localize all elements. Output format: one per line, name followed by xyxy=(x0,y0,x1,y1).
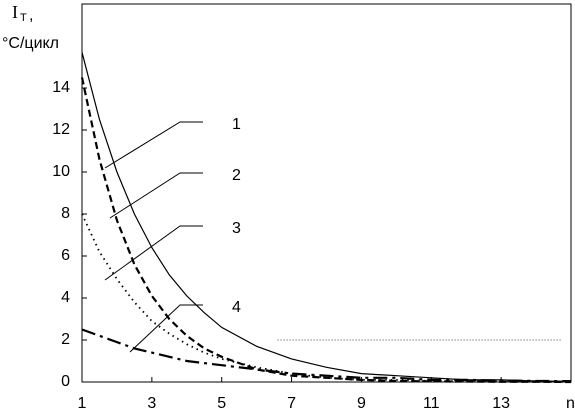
y-tick-label: 0 xyxy=(61,373,70,390)
leader-line xyxy=(109,172,203,219)
legend-label: 4 xyxy=(232,299,241,316)
series-line xyxy=(81,328,572,383)
leader-line xyxy=(104,121,203,169)
x-tick-label: 11 xyxy=(423,395,440,412)
series-line xyxy=(80,77,572,384)
y-tick-label: 2 xyxy=(61,331,70,348)
x-tick-label: 13 xyxy=(492,395,510,412)
y-label-symbol: I xyxy=(12,2,18,22)
series-line xyxy=(81,213,571,383)
y-label-comma: , xyxy=(29,7,33,24)
legend-label: 3 xyxy=(232,220,241,237)
y-tick-label: 4 xyxy=(61,289,70,306)
x-tick-label: 7 xyxy=(287,395,296,412)
y-label-unit: °C/цикл xyxy=(2,35,59,52)
legend-label: 2 xyxy=(232,167,241,184)
y-tick-label: 12 xyxy=(52,121,70,138)
y-tick-label: 8 xyxy=(61,205,70,222)
y-tick-label: 14 xyxy=(52,79,70,96)
x-tick-label: 5 xyxy=(217,395,226,412)
plot-frame xyxy=(81,3,572,383)
x-tick-label: 1 xyxy=(78,395,87,412)
x-tick-label: 3 xyxy=(147,395,156,412)
leader-line xyxy=(104,225,203,281)
x-tick-label: 9 xyxy=(357,395,366,412)
leader-line xyxy=(129,304,203,353)
series-line xyxy=(81,52,572,382)
y-label-subscript: T xyxy=(20,12,27,24)
legend-label: 1 xyxy=(232,116,241,133)
y-tick-label: 6 xyxy=(61,247,70,264)
x-label: n xyxy=(566,395,575,412)
y-tick-label: 10 xyxy=(52,163,70,180)
